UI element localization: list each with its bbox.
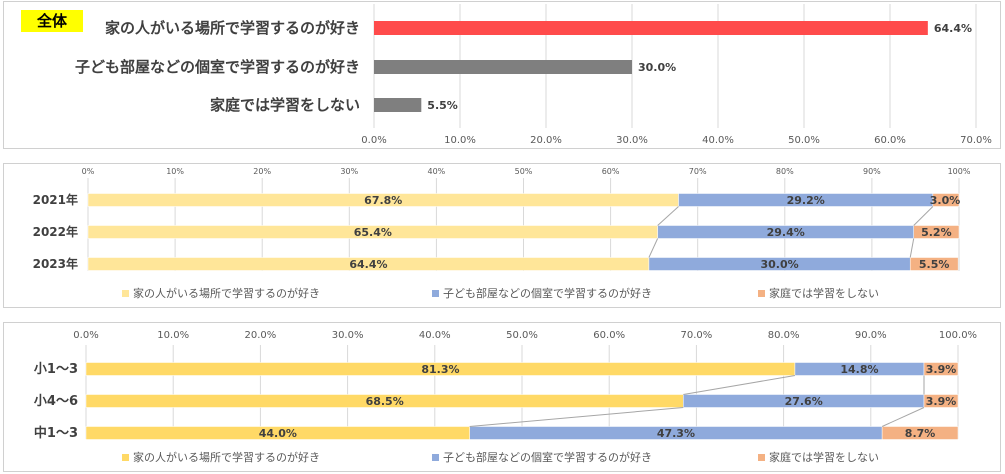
data-label: 3.9% <box>926 395 957 408</box>
x-tick-label: 60% <box>602 167 620 176</box>
data-label: 29.4% <box>767 226 805 239</box>
x-tick-label: 20.0% <box>245 330 277 341</box>
grade-stacked-bar-chart: 0.0% 10.0% 20.0% 30.0% 40.0% 50.0% 60.0% 70.0% 8… <box>34 330 977 464</box>
bar-segment <box>923 394 959 408</box>
category-label: 2023年 <box>33 256 78 271</box>
x-tick-label: 60.0% <box>593 330 625 341</box>
legend-swatch <box>122 290 129 297</box>
data-label: 3.9% <box>926 363 957 376</box>
bar-segment <box>881 426 959 440</box>
data-label: 47.3% <box>657 427 695 440</box>
grade-chart-panel: 0.0% 10.0% 20.0% 30.0% 40.0% 50.0% 60.0% 70.0% 8… <box>3 322 1001 472</box>
x-tick-label: 30% <box>340 167 358 176</box>
legend-swatch <box>432 454 439 461</box>
data-label: 14.8% <box>840 363 878 376</box>
x-tick-label: 50.0% <box>506 330 538 341</box>
yearly-chart-panel: 0% 10% 20% 30% 40% 50% 60% 70% 80% 90% 100% 2021年 20… <box>3 163 1001 308</box>
category-label: 子ども部屋などの個室で学習するのが好き <box>75 58 360 76</box>
x-tick-label: 70% <box>689 167 707 176</box>
legend-label: 子ども部屋などの個室で学習するのが好き <box>443 450 652 464</box>
series-line <box>648 238 659 258</box>
x-tick-label: 30.0% <box>332 330 364 341</box>
series-line <box>913 206 934 226</box>
x-tick-label: 10% <box>166 167 184 176</box>
data-label: 5.2% <box>921 226 952 239</box>
x-tick-label: 10.0% <box>444 135 476 146</box>
yearly-stacked-bar-chart: 0% 10% 20% 30% 40% 50% 60% 70% 80% 90% 100% 2021年 20… <box>33 167 971 300</box>
legend-label: 家庭では学習をしない <box>769 286 879 300</box>
x-tick-label: 100% <box>948 167 971 176</box>
legend-swatch <box>432 290 439 297</box>
category-label: 2022年 <box>33 224 78 239</box>
series-line <box>909 238 915 258</box>
x-tick-label: 60.0% <box>874 135 906 146</box>
overall-chart-panel: 全体 0.0% 10.0% 20.0% 30.0% 40.0% 50.0% 60.0% 70.… <box>3 1 1001 149</box>
data-label: 44.0% <box>259 427 297 440</box>
x-tick-label: 40% <box>428 167 446 176</box>
category-label: 2021年 <box>33 192 78 207</box>
legend-swatch <box>758 454 765 461</box>
data-label: 5.5% <box>427 99 458 112</box>
bar-segment <box>909 257 959 271</box>
x-tick-label: 0.0% <box>361 135 386 146</box>
x-tick-label: 100.0% <box>939 330 977 341</box>
x-tick-label: 80% <box>776 167 794 176</box>
legend-label: 子ども部屋などの個室で学習するのが好き <box>443 286 652 300</box>
data-label: 5.5% <box>919 258 950 271</box>
legend-label: 家の人がいる場所で学習するのが好き <box>133 286 320 300</box>
x-tick-label: 70.0% <box>960 135 992 146</box>
category-label: 小4～6 <box>34 394 78 409</box>
data-label: 27.6% <box>785 395 823 408</box>
x-tick-label: 80.0% <box>768 330 800 341</box>
data-label: 8.7% <box>905 427 936 440</box>
x-tick-label: 90% <box>863 167 881 176</box>
bar-segment <box>923 362 959 376</box>
bar-segment <box>913 225 960 239</box>
category-label: 小1～3 <box>34 362 78 377</box>
data-label: 68.5% <box>366 395 404 408</box>
x-tick-label: 0.0% <box>73 330 98 341</box>
series-line <box>657 206 679 226</box>
x-tick-label: 90.0% <box>855 330 887 341</box>
x-tick-label: 10.0% <box>157 330 189 341</box>
data-label: 67.8% <box>364 194 402 207</box>
data-label: 29.2% <box>787 194 825 207</box>
data-label: 81.3% <box>421 363 459 376</box>
overall-badge: 全体 <box>21 10 83 32</box>
bar <box>374 60 632 74</box>
legend-label: 家の人がいる場所で学習するのが好き <box>133 450 320 464</box>
overall-bar-chart: 0.0% 10.0% 20.0% 30.0% 40.0% 50.0% 60.0% 70.0% 家… <box>75 4 992 146</box>
category-label: 家庭では学習をしない <box>210 96 360 114</box>
data-label: 64.4% <box>934 22 972 35</box>
legend-swatch <box>122 454 129 461</box>
data-label: 30.0% <box>760 258 798 271</box>
series-line <box>881 407 925 427</box>
x-tick-label: 30.0% <box>616 135 648 146</box>
x-tick-label: 20.0% <box>530 135 562 146</box>
x-tick-label: 50% <box>515 167 533 176</box>
x-tick-label: 40.0% <box>702 135 734 146</box>
legend-label: 家庭では学習をしない <box>769 450 879 464</box>
series-line <box>469 407 684 427</box>
x-tick-label: 40.0% <box>419 330 451 341</box>
category-label: 家の人がいる場所で学習するのが好き <box>105 19 360 37</box>
data-label: 64.4% <box>349 258 387 271</box>
data-label: 30.0% <box>638 61 676 74</box>
bar <box>374 21 928 35</box>
x-tick-label: 70.0% <box>681 330 713 341</box>
x-tick-label: 20% <box>253 167 271 176</box>
legend-swatch <box>758 290 765 297</box>
data-label: 65.4% <box>354 226 392 239</box>
data-label: 3.0% <box>930 194 961 207</box>
x-tick-label: 0% <box>82 167 95 176</box>
series-line <box>683 375 796 395</box>
x-tick-label: 50.0% <box>788 135 820 146</box>
category-label: 中1～3 <box>34 425 78 441</box>
bar <box>374 98 422 112</box>
bar-segment <box>932 193 960 207</box>
